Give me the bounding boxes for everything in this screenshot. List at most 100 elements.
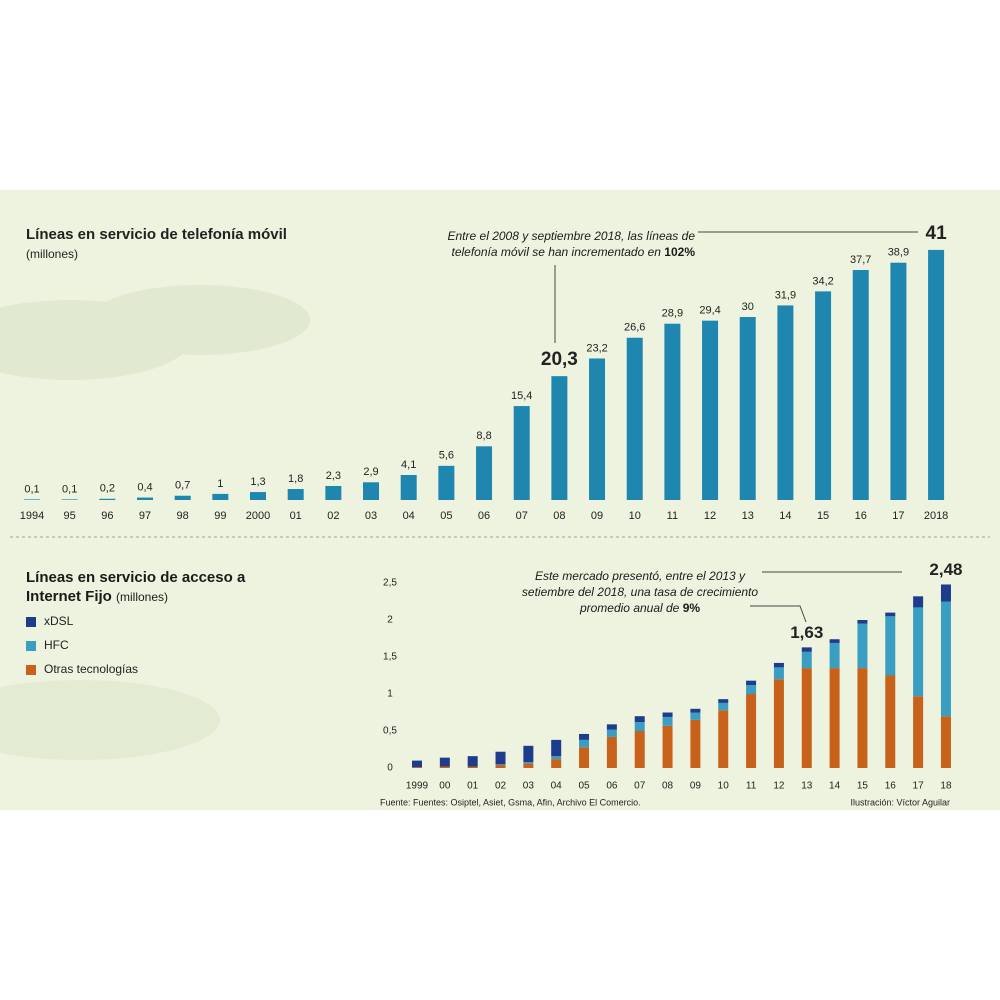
y-tick-label: 0,5	[383, 726, 397, 737]
bar-segment	[746, 680, 757, 686]
legend-label: HFC	[44, 638, 69, 652]
x-tick-label: 04	[551, 781, 563, 792]
bar-segment	[634, 731, 645, 768]
bar-segment	[662, 725, 673, 768]
x-tick-label: 08	[662, 781, 674, 792]
bar-segment	[467, 766, 478, 768]
bar	[24, 499, 40, 500]
total-label: 1,63	[790, 623, 823, 642]
value-label: 28,9	[662, 308, 683, 320]
bar	[928, 249, 945, 500]
value-label: 23,2	[586, 342, 607, 354]
bar-segment	[606, 724, 617, 730]
bar	[250, 492, 267, 500]
x-tick-label: 09	[690, 781, 702, 792]
bar-segment	[773, 679, 784, 768]
bar-segment	[551, 756, 562, 760]
annotation-highlight: 9%	[682, 601, 701, 615]
chart-title-block: Líneas en servicio de acceso a Internet …	[26, 568, 276, 607]
bar-segment	[913, 607, 924, 697]
source: Fuente: Fuentes: Osiptel, Asiet, Gsma, A…	[380, 797, 641, 807]
bar-segment	[718, 699, 729, 703]
bar-segment	[690, 708, 701, 713]
bar-segment	[634, 722, 645, 731]
x-tick-label: 13	[742, 510, 754, 522]
x-tick-label: 00	[439, 781, 451, 792]
bar	[702, 320, 719, 500]
chart-title: Líneas en servicio de telefonía móvil	[26, 226, 287, 243]
x-tick-label: 18	[940, 781, 952, 792]
value-label: 0,4	[137, 481, 152, 493]
bar-segment	[857, 620, 868, 624]
value-label: 15,4	[511, 390, 532, 402]
x-tick-label: 06	[478, 510, 490, 522]
bar-segment	[885, 612, 896, 617]
x-tick-label: 16	[855, 510, 867, 522]
x-tick-label: 14	[779, 510, 791, 522]
y-tick-label: 1,5	[383, 652, 397, 663]
x-tick-label: 17	[913, 781, 925, 792]
bar	[137, 497, 154, 500]
bar-segment	[439, 766, 450, 768]
chart-title: Líneas en servicio de acceso a Internet …	[26, 569, 246, 605]
value-label: 30	[742, 301, 754, 313]
credit: Ilustración: Víctor Aguilar	[850, 797, 950, 807]
bar-segment	[940, 584, 951, 602]
bar-segment	[412, 767, 422, 768]
annotation-text: Entre el 2008 y septiembre 2018, las lín…	[447, 229, 696, 259]
x-tick-label: 03	[365, 510, 377, 522]
bar-segment	[551, 759, 562, 768]
bar	[551, 376, 568, 500]
x-tick-label: 14	[829, 781, 841, 792]
x-tick-label: 12	[773, 781, 785, 792]
bar	[99, 498, 116, 500]
value-label: 5,6	[439, 450, 454, 462]
x-tick-label: 06	[606, 781, 618, 792]
bar-segment	[913, 696, 924, 768]
y-tick-label: 1	[387, 689, 393, 700]
x-tick-label: 96	[101, 510, 113, 522]
bar-segment	[773, 662, 784, 668]
x-tick-label: 09	[591, 510, 603, 522]
x-tick-label: 08	[553, 510, 565, 522]
total-label: 2,48	[929, 560, 962, 579]
value-label: 0,2	[100, 483, 115, 495]
value-label: 1,3	[250, 476, 265, 488]
bar-segment	[523, 762, 534, 764]
bar-segment	[579, 739, 590, 748]
annotation-highlight: 102%	[664, 245, 695, 259]
legend-swatch	[26, 617, 36, 627]
bar-segment	[606, 736, 617, 768]
x-tick-label: 12	[704, 510, 716, 522]
x-tick-label: 10	[629, 510, 641, 522]
value-label: 2,3	[326, 470, 341, 482]
x-tick-label: 99	[214, 510, 226, 522]
bar	[476, 446, 493, 500]
x-tick-label: 02	[495, 781, 507, 792]
bar-segment	[439, 757, 450, 767]
bar-segment	[940, 601, 951, 717]
bar-segment	[746, 685, 757, 694]
bar-segment	[885, 616, 896, 676]
bar-segment	[829, 639, 840, 643]
cloud	[90, 285, 310, 355]
x-tick-label: 01	[290, 510, 302, 522]
value-label: 31,9	[775, 289, 796, 301]
bar-segment	[495, 765, 506, 768]
value-label: 2,9	[363, 466, 378, 478]
bar-segment	[801, 651, 812, 669]
bar-segment	[718, 710, 729, 768]
bar-segment	[857, 668, 868, 768]
legend-label: xDSL	[44, 614, 74, 628]
bar-segment	[829, 668, 840, 768]
bar-segment	[495, 764, 506, 766]
bar	[61, 499, 78, 500]
bar-segment	[857, 623, 868, 669]
x-tick-label: 13	[801, 781, 813, 792]
x-tick-label: 97	[139, 510, 151, 522]
bar	[739, 317, 756, 500]
value-label: 4,1	[401, 459, 416, 471]
bar-segment	[885, 675, 896, 768]
bar-segment	[718, 702, 729, 711]
